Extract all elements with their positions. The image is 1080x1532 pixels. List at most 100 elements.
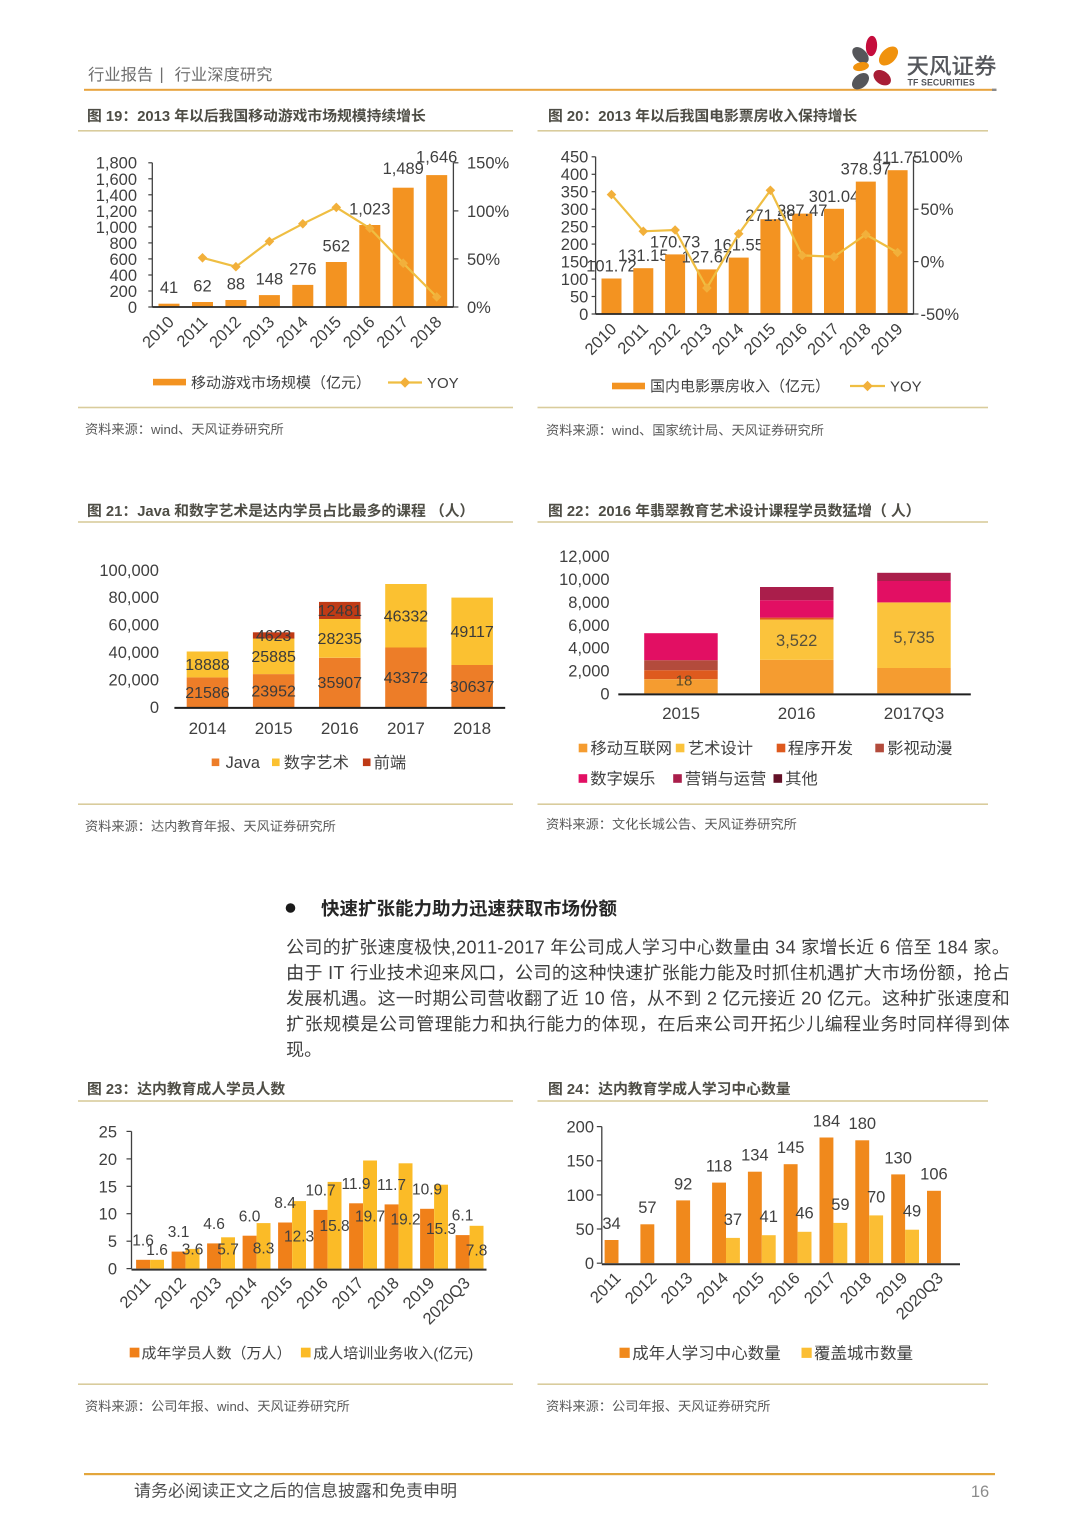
svg-text:400: 400 xyxy=(109,267,137,285)
svg-text:200: 200 xyxy=(561,236,589,254)
svg-text:6.1: 6.1 xyxy=(452,1208,474,1225)
svg-text:134: 134 xyxy=(741,1147,769,1165)
svg-text:92: 92 xyxy=(674,1175,692,1193)
svg-text:2013: 2013 xyxy=(137,109,170,125)
svg-text:2017Q3: 2017Q3 xyxy=(884,704,945,723)
svg-text:148: 148 xyxy=(256,271,284,289)
svg-text:2017: 2017 xyxy=(387,719,425,738)
svg-text:60,000: 60,000 xyxy=(109,617,159,635)
svg-text:19.7: 19.7 xyxy=(355,1209,385,1226)
svg-text:400: 400 xyxy=(561,166,589,184)
svg-text:800: 800 xyxy=(109,235,137,253)
svg-text:0: 0 xyxy=(812,989,822,1009)
svg-text:2015: 2015 xyxy=(255,719,293,738)
svg-text:1,800: 1,800 xyxy=(96,155,137,173)
svg-text:21586: 21586 xyxy=(185,685,230,702)
svg-text:5.7: 5.7 xyxy=(217,1242,239,1259)
svg-text:0: 0 xyxy=(600,685,609,703)
svg-text:YOY: YOY xyxy=(427,375,459,392)
svg-text:37: 37 xyxy=(724,1211,742,1229)
svg-text:30637: 30637 xyxy=(450,679,495,696)
svg-text:2014: 2014 xyxy=(189,719,227,738)
svg-text:40,000: 40,000 xyxy=(109,644,159,662)
svg-text:70: 70 xyxy=(867,1188,885,1206)
svg-text:3,522: 3,522 xyxy=(776,632,817,650)
svg-text:41: 41 xyxy=(160,279,178,297)
svg-text:276: 276 xyxy=(289,260,317,278)
svg-text:10.7: 10.7 xyxy=(305,1182,335,1199)
svg-text:18: 18 xyxy=(676,672,693,689)
svg-text:1,023: 1,023 xyxy=(349,200,390,218)
svg-text:15: 15 xyxy=(99,1178,117,1196)
svg-text:46: 46 xyxy=(795,1205,813,1223)
svg-text:1: 1 xyxy=(487,937,497,957)
svg-text:,: , xyxy=(451,937,456,957)
svg-text:62: 62 xyxy=(193,277,211,295)
svg-text:0%: 0% xyxy=(467,299,491,317)
svg-text:10,000: 10,000 xyxy=(559,571,609,589)
svg-text:6,000: 6,000 xyxy=(568,617,609,635)
svg-text:50%: 50% xyxy=(921,201,954,219)
svg-text:10: 10 xyxy=(99,1206,117,1224)
svg-text:24: 24 xyxy=(567,1082,584,1098)
svg-text:562: 562 xyxy=(323,237,351,255)
svg-text:wind: wind xyxy=(150,422,178,437)
svg-text:106: 106 xyxy=(920,1166,948,1184)
svg-text:88: 88 xyxy=(227,275,245,293)
svg-text:1,646: 1,646 xyxy=(416,149,457,167)
svg-text:118: 118 xyxy=(706,1158,732,1176)
svg-text:50%: 50% xyxy=(467,251,500,269)
svg-text:15.8: 15.8 xyxy=(319,1218,349,1235)
svg-text:1.6: 1.6 xyxy=(146,1242,168,1259)
svg-text:YOY: YOY xyxy=(890,378,922,395)
svg-text:4: 4 xyxy=(786,937,796,957)
svg-text:34: 34 xyxy=(602,1215,620,1233)
svg-text:1: 1 xyxy=(584,989,594,1009)
svg-text:0: 0 xyxy=(595,989,605,1009)
svg-text:0%: 0% xyxy=(921,254,945,272)
svg-text:1: 1 xyxy=(937,937,947,957)
svg-text:180: 180 xyxy=(849,1115,877,1133)
svg-text:19.2: 19.2 xyxy=(390,1212,420,1229)
svg-text:250: 250 xyxy=(561,219,589,237)
svg-text:11.9: 11.9 xyxy=(342,1176,371,1193)
svg-text:0: 0 xyxy=(150,699,159,717)
svg-text:6: 6 xyxy=(880,937,890,957)
svg-text:T: T xyxy=(333,963,344,983)
svg-text:100: 100 xyxy=(566,1187,594,1205)
svg-text:wind: wind xyxy=(216,1399,244,1414)
svg-text:23952: 23952 xyxy=(251,683,296,700)
svg-text:50: 50 xyxy=(576,1221,594,1239)
svg-text:1,200: 1,200 xyxy=(96,203,137,221)
svg-text:10.9: 10.9 xyxy=(412,1181,442,1198)
svg-text:1,400: 1,400 xyxy=(96,187,137,205)
svg-text:0: 0 xyxy=(514,937,524,957)
svg-text:2,000: 2,000 xyxy=(568,662,609,680)
svg-text:2: 2 xyxy=(707,989,717,1009)
svg-text:18888: 18888 xyxy=(185,657,230,674)
svg-text:1: 1 xyxy=(477,937,487,957)
svg-text:TF SECURITIES: TF SECURITIES xyxy=(908,77,975,87)
svg-text:4623: 4623 xyxy=(256,628,292,645)
svg-text:19: 19 xyxy=(106,109,122,125)
svg-text:20: 20 xyxy=(99,1151,117,1169)
svg-text:100%: 100% xyxy=(467,203,510,221)
svg-text:8: 8 xyxy=(948,937,958,957)
svg-text:300: 300 xyxy=(561,201,589,219)
svg-text:100%: 100% xyxy=(921,149,964,167)
svg-text:0: 0 xyxy=(128,299,137,317)
svg-text:80,000: 80,000 xyxy=(109,589,159,607)
svg-text:0: 0 xyxy=(585,1255,594,1273)
svg-text:184: 184 xyxy=(813,1112,841,1130)
svg-text:46332: 46332 xyxy=(384,609,429,626)
svg-text:3.1: 3.1 xyxy=(168,1224,190,1241)
svg-text:Java: Java xyxy=(226,754,261,772)
svg-text:145: 145 xyxy=(777,1139,805,1157)
svg-text:130: 130 xyxy=(884,1149,912,1167)
svg-text:8,000: 8,000 xyxy=(568,594,609,612)
svg-text:350: 350 xyxy=(561,184,589,202)
svg-text:4.6: 4.6 xyxy=(203,1216,225,1233)
svg-text:2: 2 xyxy=(456,937,466,957)
svg-text:12.3: 12.3 xyxy=(284,1229,314,1246)
svg-text:22: 22 xyxy=(567,504,583,520)
